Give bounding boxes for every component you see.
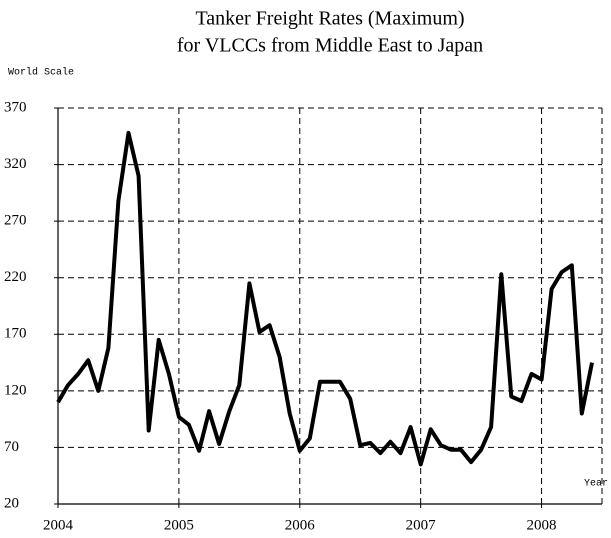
y-tick-label: 70 [4,439,19,455]
y-tick-label: 370 [4,99,27,115]
y-axis-label: World Scale [8,67,74,79]
y-tick-label: 320 [4,156,27,172]
chart-title: for VLCCs from Middle East to Japan [177,35,483,57]
data-line [56,130,594,467]
y-tick-label: 120 [4,382,27,398]
x-axis-label: Year [584,479,608,490]
x-tick-label: 2008 [527,517,557,533]
x-tick-label: 2006 [285,517,316,533]
y-tick-label: 220 [4,269,27,285]
chart-title: Tanker Freight Rates (Maximum) [195,8,464,30]
y-tick-label: 20 [4,495,19,511]
x-tick-label: 2005 [164,517,194,533]
y-tick-label: 170 [4,326,27,342]
x-tick-label: 2007 [406,517,437,533]
y-tick-label: 270 [4,213,27,229]
x-tick-label: 2004 [43,517,74,533]
